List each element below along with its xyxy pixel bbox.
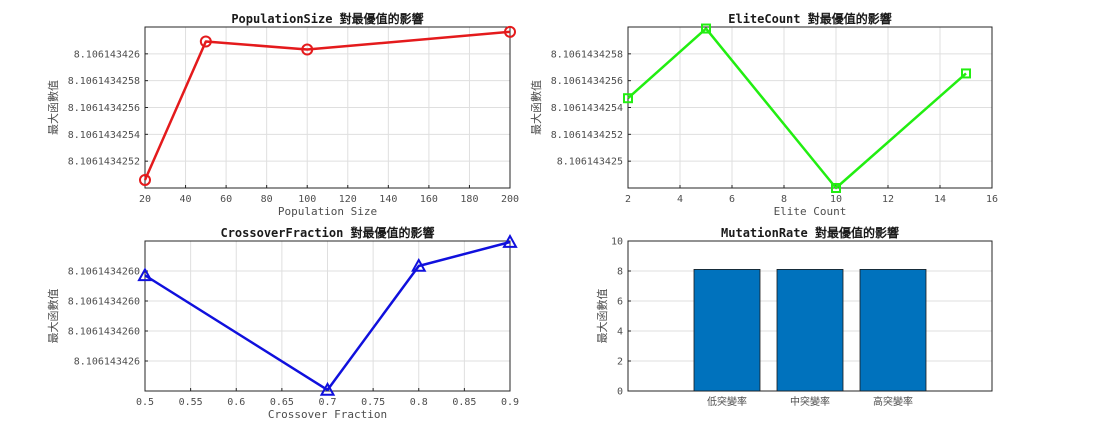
- y-tick-label: 8.1061434254: [68, 130, 140, 141]
- data-point: [701, 23, 711, 34]
- x-tick-label: 10: [830, 194, 842, 205]
- data-point: [411, 257, 427, 272]
- x-tick-label: 中突變率: [790, 395, 830, 408]
- data-point: [319, 381, 336, 396]
- y-tick-label: 8.1061434254: [551, 103, 623, 114]
- y-tick-label: 8.1061434260: [68, 327, 140, 338]
- x-tick-label: 0.6: [227, 397, 245, 408]
- x-tick-label: 0.5: [136, 397, 154, 408]
- x-tick-label: 160: [420, 194, 438, 205]
- x-tick-label: 80: [261, 194, 273, 205]
- y-tick-label: 8.106143426: [74, 49, 140, 60]
- subplot-1: 20 40 60 80 100 120 140 160 180 200 8.1061434252 8.…: [46, 11, 519, 218]
- x-tick-label: 100: [298, 194, 316, 205]
- data-point: [623, 93, 633, 104]
- x-tick-label: 0.9: [501, 397, 519, 408]
- x-tick-label: 0.65: [270, 397, 294, 408]
- y-tick-label: 8.1061434256: [551, 76, 623, 87]
- y-tick-label: 8.1061434252: [68, 157, 140, 168]
- bar: [859, 269, 927, 392]
- x-tick-label: 200: [501, 194, 519, 205]
- x-axis-label: Population Size: [278, 205, 377, 218]
- series-line: [143, 30, 511, 181]
- y-tick-label: 8: [617, 267, 623, 278]
- bar: [776, 269, 844, 392]
- subplot-3: 0.5 0.55 0.6 0.65 0.7 0.75 0.8 0.85 0.9 8.1061434…: [46, 225, 519, 421]
- x-tick-label: 高突變率: [873, 395, 913, 408]
- y-axis-label: 最大函數值: [46, 289, 60, 344]
- y-tick-label: 0: [617, 387, 623, 398]
- y-axis-label: 最大函數值: [46, 80, 60, 135]
- x-tick-label: 140: [379, 194, 397, 205]
- y-tick-label: 8.106143426: [74, 357, 140, 368]
- series-line: [144, 240, 511, 392]
- chart-title: EliteCount 對最優值的影響: [728, 11, 891, 26]
- chart-title: PopulationSize 對最優值的影響: [231, 11, 423, 26]
- x-tick-label: 12: [882, 194, 894, 205]
- x-tick-label: 0.8: [410, 397, 428, 408]
- y-tick-label: 10: [611, 237, 623, 248]
- x-tick-label: 8: [781, 194, 787, 205]
- x-tick-label: 6: [729, 194, 735, 205]
- subplot-2: 2 4 6 8 10 12 14 16 8.106143425 8.1061434252 8.106…: [529, 11, 998, 218]
- x-tick-label: 0.55: [179, 397, 203, 408]
- y-tick-label: 2: [617, 357, 623, 368]
- x-tick-label: 2: [625, 194, 631, 205]
- x-axis-label: Crossover Fraction: [268, 408, 387, 421]
- x-tick-label: 16: [986, 194, 998, 205]
- x-tick-label: 120: [339, 194, 357, 205]
- bar: [693, 269, 761, 392]
- chart-title: CrossoverFraction 對最優值的影響: [220, 225, 434, 240]
- x-tick-label: 4: [677, 194, 683, 205]
- series-line: [627, 27, 967, 190]
- data-point: [139, 173, 151, 186]
- x-tick-label: 0.75: [361, 397, 385, 408]
- y-tick-label: 8.1061434256: [68, 103, 140, 114]
- y-tick-label: 8.1061434258: [551, 49, 623, 60]
- data-point: [301, 43, 314, 56]
- data-point: [961, 68, 971, 79]
- x-tick-label: 0.7: [318, 397, 336, 408]
- data-point: [502, 233, 518, 248]
- y-axis-label: 最大函數值: [529, 80, 543, 135]
- subplot-4: 低突變率 中突變率 高突變率 0 2 4 6 8 10 MutationRate 對最優值的影響最…: [595, 225, 993, 408]
- x-axis-label: Elite Count: [774, 205, 847, 218]
- data-point: [137, 267, 153, 282]
- y-tick-label: 6: [617, 297, 623, 308]
- chart-title: MutationRate 對最優值的影響: [721, 225, 899, 240]
- y-axis-label: 最大函數值: [595, 289, 609, 344]
- y-tick-label: 8.1061434252: [551, 130, 623, 141]
- y-tick-label: 8.1061434258: [68, 76, 140, 87]
- x-tick-label: 40: [180, 194, 192, 205]
- data-point: [199, 35, 212, 48]
- x-tick-label: 180: [460, 194, 478, 205]
- x-tick-label: 60: [220, 194, 232, 205]
- y-tick-label: 8.1061434260: [68, 297, 140, 308]
- data-point: [504, 25, 516, 38]
- x-tick-label: 低突變率: [707, 395, 747, 408]
- x-tick-label: 14: [934, 194, 946, 205]
- data-point: [831, 183, 841, 193]
- y-tick-label: 8.1061434260: [68, 267, 140, 278]
- x-tick-label: 20: [139, 194, 151, 205]
- y-tick-label: 4: [617, 327, 623, 338]
- x-tick-label: 0.85: [452, 397, 476, 408]
- y-tick-label: 8.106143425: [557, 157, 623, 168]
